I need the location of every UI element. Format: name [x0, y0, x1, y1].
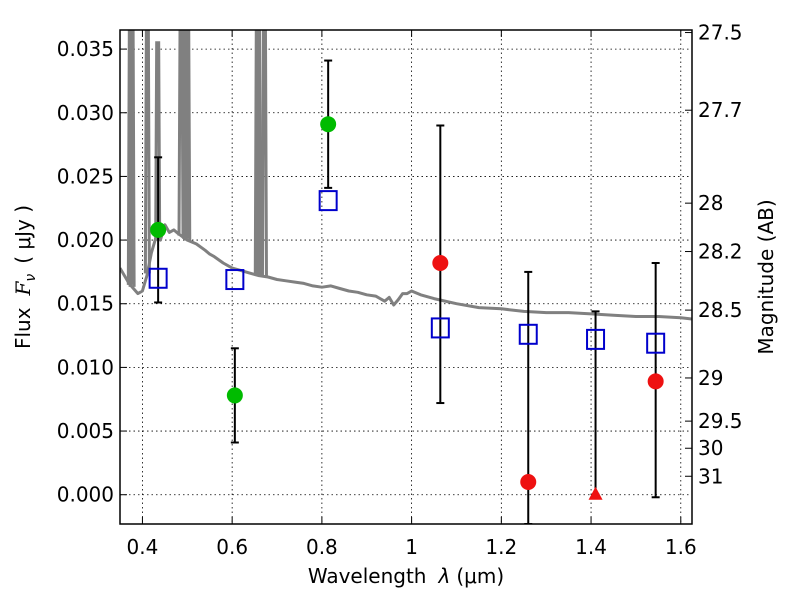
- y-tick-label: 0.035: [57, 37, 114, 61]
- grid: [120, 30, 692, 524]
- right-tick-label: 28.2: [698, 240, 743, 264]
- right-tick-label: 28: [698, 191, 723, 215]
- x-tick-label: 0.4: [127, 535, 159, 559]
- plot-area: [120, 30, 692, 524]
- photometry-square-marker: [518, 323, 538, 345]
- data-markers: [148, 116, 666, 500]
- right-tick-label: 28.5: [698, 298, 743, 322]
- emission-line: [128, 30, 136, 287]
- emission-line: [255, 30, 263, 276]
- y-tick-label: 0.000: [57, 483, 114, 507]
- emission-line: [184, 30, 192, 241]
- x-axis-label: Wavelength λ (μm): [308, 564, 504, 588]
- y-tick-label: 0.015: [57, 292, 114, 316]
- ticks: 0.4 0.6 0.8 1 1.2 1.4 1.6 0.000 0.005 0.010 0.015 0…: [57, 21, 743, 559]
- spectrum-continuum: [120, 223, 692, 321]
- circle-marker: [647, 373, 664, 390]
- circle-marker: [520, 473, 537, 490]
- emission-line: [143, 30, 151, 274]
- photometry-square-marker: [318, 190, 338, 212]
- y-tick-label: 0.010: [57, 355, 114, 379]
- x-tick-label: 1.2: [485, 535, 517, 559]
- y-tick-label: 0.005: [57, 419, 114, 443]
- y-tick-label: 0.030: [57, 101, 114, 125]
- y-axis-label-left: FluxFν( μJy ): [11, 205, 39, 349]
- y-tick-label: 0.025: [57, 164, 114, 188]
- photometry-square-marker: [148, 267, 168, 289]
- right-tick-label: 31: [698, 464, 723, 488]
- triangle-marker: [588, 486, 603, 500]
- right-tick-label: 29: [698, 366, 723, 390]
- x-tick-label: 1.4: [575, 535, 607, 559]
- circle-marker: [150, 221, 167, 238]
- photometry-square-marker: [586, 328, 606, 350]
- y-tick-label: 0.020: [57, 228, 114, 252]
- photometry-square-marker: [430, 317, 450, 339]
- x-tick-label: 1: [405, 535, 418, 559]
- x-tick-label: 0.8: [306, 535, 338, 559]
- emission-line: [154, 41, 162, 239]
- photometry-square-marker: [646, 332, 666, 354]
- x-tick-label: 1.6: [665, 535, 697, 559]
- x-tick-label: 0.6: [216, 535, 248, 559]
- y-axis-label-right: Magnitude (AB): [754, 199, 778, 354]
- plot-frame: [119, 29, 693, 525]
- right-tick-label: 27.5: [698, 21, 743, 45]
- circle-marker: [432, 254, 449, 271]
- right-tick-label: 27.7: [698, 98, 743, 122]
- right-tick-label: 30: [698, 436, 723, 460]
- photometry-square-marker: [225, 269, 245, 291]
- circle-marker: [320, 116, 337, 133]
- right-tick-label: 29.5: [698, 409, 743, 433]
- emission-line: [260, 30, 268, 277]
- model-spectrum: [120, 30, 692, 321]
- circle-marker: [226, 387, 243, 404]
